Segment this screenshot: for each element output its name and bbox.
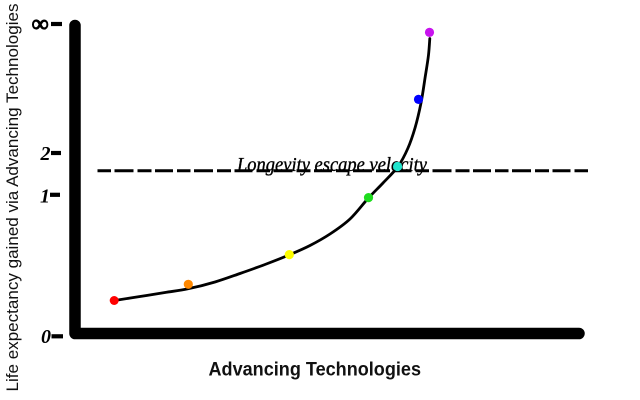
- svg-text:∞: ∞: [31, 12, 48, 38]
- svg-text:Life expectancy gained via Adv: Life expectancy gained via Advancing Tec…: [3, 4, 22, 392]
- svg-text:Longevity escape velocity: Longevity escape velocity: [236, 154, 428, 176]
- svg-text:1: 1: [40, 186, 50, 208]
- svg-text:2: 2: [40, 143, 51, 165]
- svg-text:Advancing Technologies: Advancing Technologies: [209, 360, 422, 381]
- svg-text:0: 0: [41, 326, 51, 348]
